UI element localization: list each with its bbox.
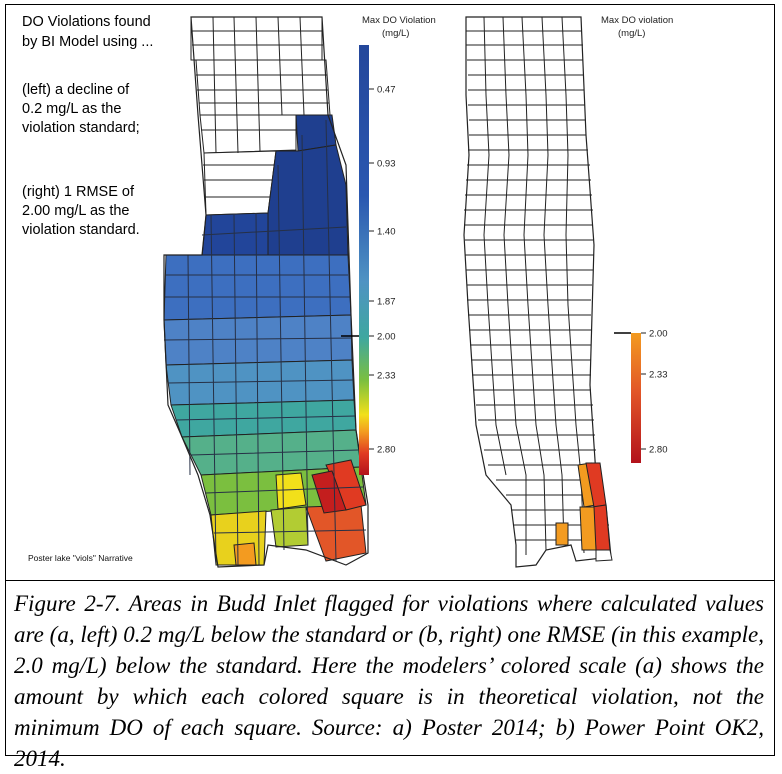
right-map-violation-cells bbox=[555, 462, 613, 562]
right-inlet-map bbox=[463, 16, 613, 568]
left-color-scale-bar bbox=[359, 45, 369, 475]
right-legend-title-1: Max DO violation bbox=[601, 15, 673, 26]
figure-image: DO Violations found by BI Model using ..… bbox=[6, 5, 774, 581]
note-title-2: by BI Model using ... bbox=[22, 34, 154, 50]
right-color-scale-bar bbox=[631, 333, 641, 463]
left-legend-tick-label: 0.93 bbox=[377, 159, 396, 170]
right-color-legend: Max DO violation (mg/L) 2.00 2.33 2.80 bbox=[601, 15, 673, 463]
figure-caption: Figure 2-7. Areas in Budd Inlet flagged … bbox=[14, 591, 764, 771]
footnote: Poster lake "viols" Narrative bbox=[28, 553, 133, 563]
left-legend-tick-label: 2.00 bbox=[377, 332, 396, 343]
note-right-3: violation standard. bbox=[22, 222, 140, 238]
right-legend-tick-label: 2.33 bbox=[649, 370, 668, 381]
left-legend-tick-label: 1.40 bbox=[377, 227, 396, 238]
left-map-grid-lines bbox=[163, 119, 367, 566]
note-left-3: violation standard; bbox=[22, 120, 140, 136]
left-inlet-map bbox=[163, 16, 369, 568]
note-left-2: 0.2 mg/L as the bbox=[22, 101, 122, 117]
right-map-grid-lines bbox=[464, 16, 610, 555]
left-legend-tick-label: 1.87 bbox=[377, 297, 396, 308]
right-legend-tick-label: 2.80 bbox=[649, 445, 668, 456]
figure-frame: DO Violations found by BI Model using ..… bbox=[5, 4, 775, 771]
left-map-upper-lines bbox=[191, 16, 329, 198]
right-legend-title-2: (mg/L) bbox=[618, 28, 645, 39]
left-legend-tick-label: 0.47 bbox=[377, 85, 396, 96]
left-legend-tick-label: 2.80 bbox=[377, 445, 396, 456]
inlet-maps: Max DO Violation (mg/L) bbox=[163, 15, 673, 568]
note-left-1: (left) a decline of bbox=[22, 82, 130, 98]
right-legend-tick-label: 2.00 bbox=[649, 329, 668, 340]
left-legend-title-1: Max DO Violation bbox=[362, 15, 436, 26]
left-legend-tick-label: 2.33 bbox=[377, 371, 396, 382]
note-right-1: (right) 1 RMSE of bbox=[22, 184, 134, 200]
left-color-legend: Max DO Violation (mg/L) bbox=[341, 15, 436, 475]
note-right-2: 2.00 mg/L as the bbox=[22, 203, 130, 219]
note-title-1: DO Violations found bbox=[22, 14, 151, 30]
left-legend-title-2: (mg/L) bbox=[382, 28, 409, 39]
